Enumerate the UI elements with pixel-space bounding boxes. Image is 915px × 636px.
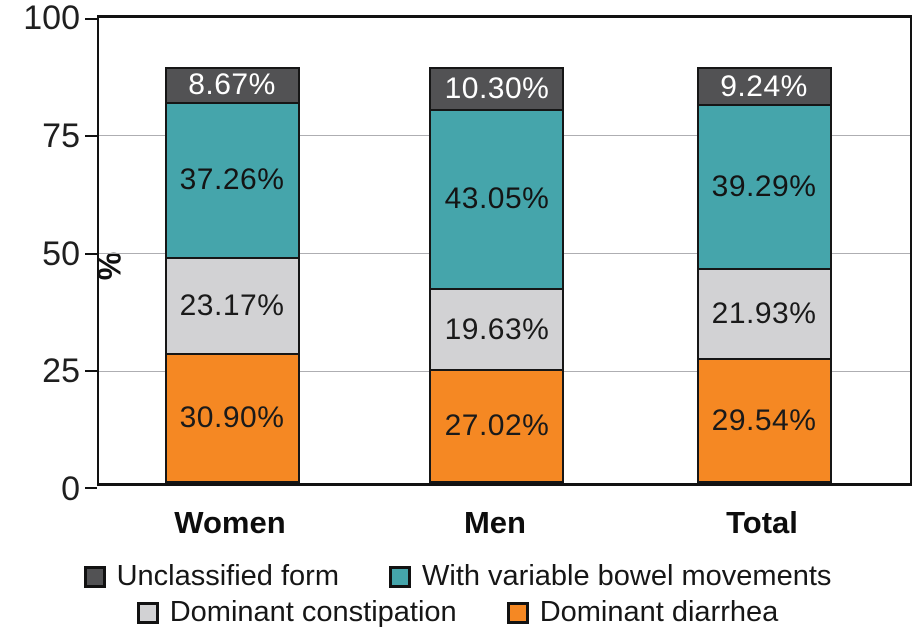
legend-item-dominant-diarrhea: Dominant diarrhea — [506, 596, 779, 629]
y-axis-tick-100 — [85, 18, 97, 20]
segment-value-label: 21.93% — [711, 297, 817, 331]
y-axis-tick-75 — [85, 134, 97, 137]
y-tick-label-0: 0 — [61, 470, 80, 508]
bar-segment-total-dominant-diarrhea: 29.54% — [696, 358, 832, 483]
y-tick-label-75: 75 — [42, 116, 80, 155]
y-axis-tick-0 — [85, 487, 97, 489]
bar-segment-men-dominant-diarrhea: 27.02% — [429, 368, 565, 483]
segment-value-label: 39.29% — [711, 169, 817, 203]
legend-swatch-dominant-diarrhea — [506, 601, 529, 624]
plot-area: % 0 25 50 75 100 8.67% 37.26% 23.17% 30.90% 10.30… — [23, 1, 912, 506]
segment-value-label: 8.67% — [188, 68, 276, 102]
legend: Unclassified form With variable bowel mov… — [0, 560, 915, 629]
segment-value-label: 43.05% — [444, 182, 550, 216]
bar-segment-men-with-variable-bowel-movements: 43.05% — [429, 108, 565, 291]
legend-item-unclassified-form: Unclassified form — [83, 560, 339, 593]
legend-item-dominant-constipation: Dominant constipation — [136, 596, 457, 629]
legend-swatch-dominant-constipation — [136, 601, 159, 624]
segment-value-label: 23.17% — [179, 288, 285, 322]
bar-segment-men-dominant-constipation: 19.63% — [429, 288, 565, 371]
legend-swatch-unclassified-form — [83, 565, 106, 588]
y-axis-tick-50 — [85, 252, 97, 255]
bar-segment-total-unclassified-form: 9.24% — [696, 67, 832, 107]
segment-value-label: 10.30% — [444, 71, 550, 105]
legend-label-dominant-constipation: Dominant constipation — [169, 596, 457, 628]
segment-value-label: 30.90% — [179, 400, 285, 434]
legend-item-with-variable-bowel-movements: With variable bowel movements — [389, 560, 831, 593]
bar-total: 9.24% 39.29% 21.93% 29.54% — [696, 67, 832, 483]
bar-segment-women-dominant-constipation: 23.17% — [164, 256, 300, 355]
y-axis-title: % — [91, 251, 128, 281]
legend-label-dominant-diarrhea: Dominant diarrhea — [539, 596, 779, 628]
legend-row-2: Dominant constipation Dominant diarrhea — [0, 596, 915, 629]
y-tick-label-50: 50 — [42, 234, 80, 273]
bar-men: 10.30% 43.05% 19.63% 27.02% — [429, 67, 565, 483]
y-tick-label-100: 100 — [23, 0, 80, 37]
segment-value-label: 27.02% — [444, 408, 550, 442]
legend-label-unclassified-form: Unclassified form — [116, 560, 339, 592]
segment-value-label: 19.63% — [444, 312, 550, 346]
bar-segment-women-dominant-diarrhea: 30.90% — [164, 352, 300, 483]
y-tick-label-25: 25 — [42, 352, 80, 391]
category-label-men: Men — [463, 505, 526, 540]
bar-segment-men-unclassified-form: 10.30% — [429, 67, 565, 111]
legend-row-1: Unclassified form With variable bowel mov… — [0, 560, 915, 593]
y-axis-tick-25 — [85, 370, 97, 373]
category-label-total: Total — [726, 505, 798, 540]
bar-segment-women-with-variable-bowel-movements: 37.26% — [164, 101, 300, 259]
bar-women: 8.67% 37.26% 23.17% 30.90% — [164, 67, 300, 483]
segment-value-label: 9.24% — [720, 69, 808, 103]
bar-segment-total-with-variable-bowel-movements: 39.29% — [696, 104, 832, 270]
bar-segment-total-dominant-constipation: 21.93% — [696, 267, 832, 361]
segment-value-label: 37.26% — [179, 163, 285, 197]
legend-label-with-variable-bowel-movements: With variable bowel movements — [422, 560, 832, 592]
bar-segment-women-unclassified-form: 8.67% — [164, 67, 300, 104]
category-label-women: Women — [174, 505, 286, 540]
legend-swatch-with-variable-bowel-movements — [389, 565, 411, 588]
segment-value-label: 29.54% — [711, 403, 817, 437]
